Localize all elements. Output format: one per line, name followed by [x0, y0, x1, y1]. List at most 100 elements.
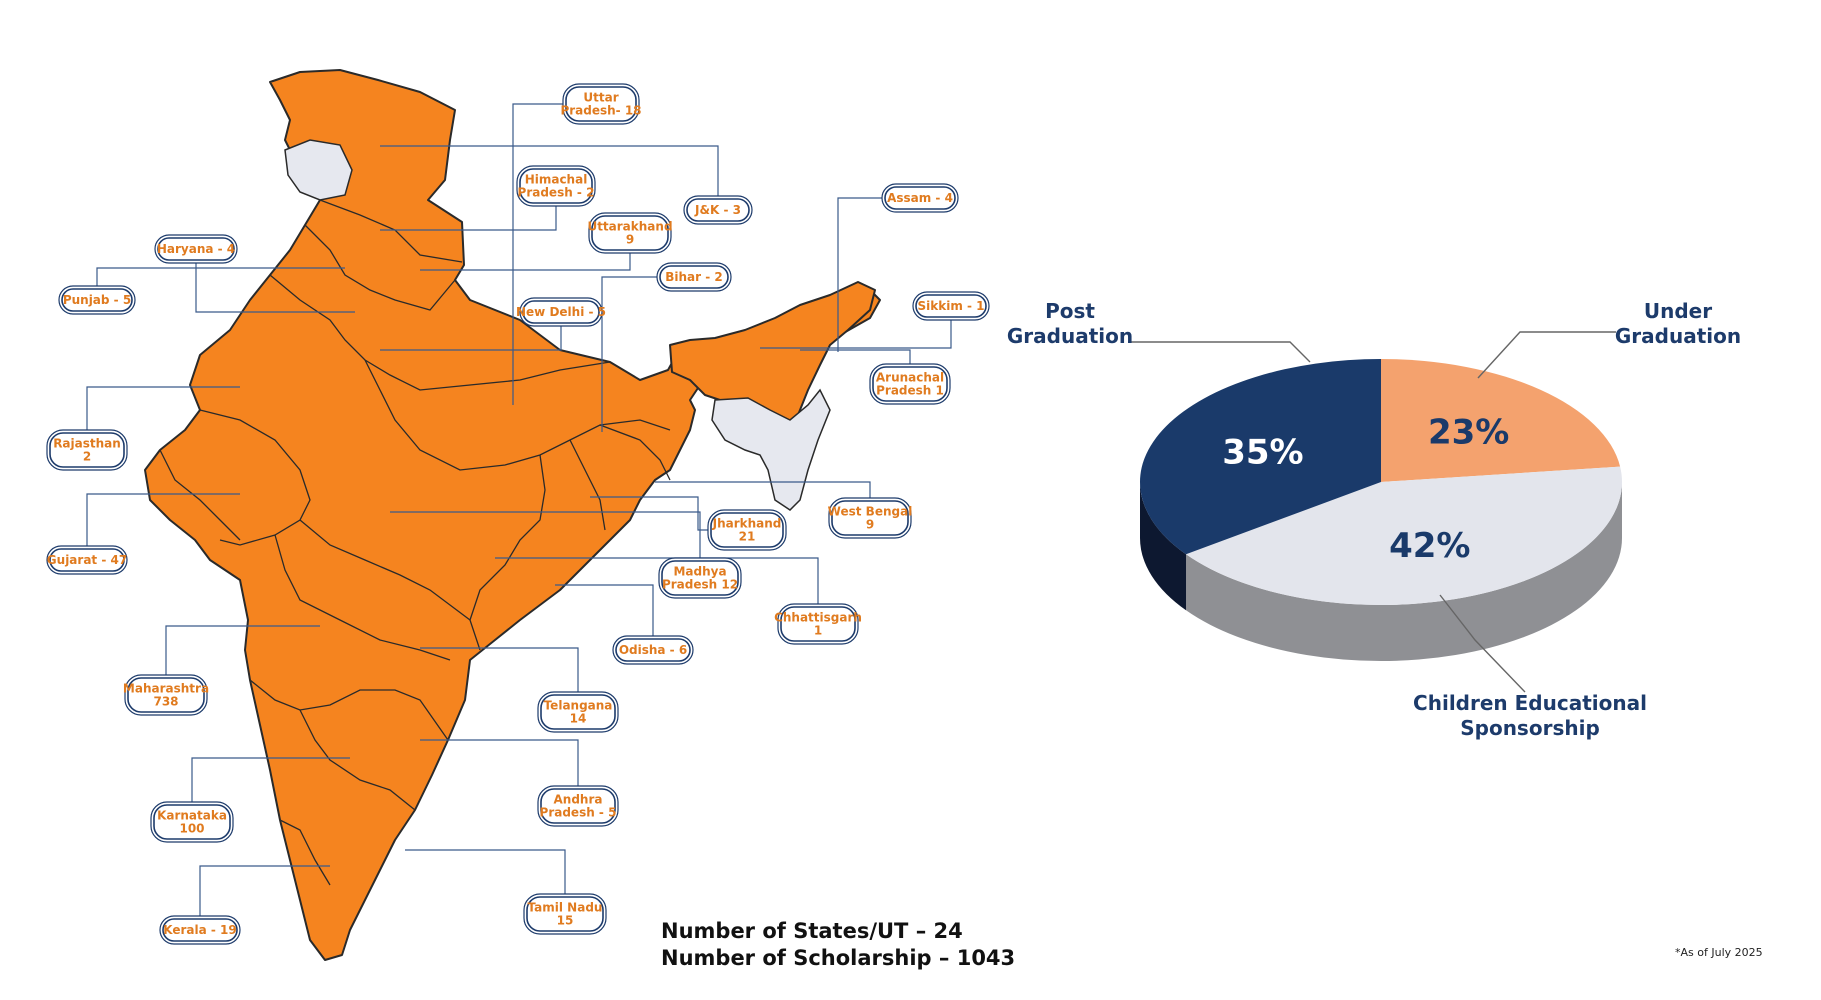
callout-box-andhra-pradesh — [540, 788, 616, 824]
callout-box-gujarat — [49, 548, 125, 572]
callout-text-telangana: 14 — [570, 712, 587, 726]
india-map — [144, 69, 881, 961]
callout-text-west-bengal: 9 — [866, 518, 874, 532]
callout-box-arunachal-pradesh — [872, 366, 948, 402]
callout-assam: Assam - 4 — [881, 183, 959, 213]
callout-text-bihar: Bihar - 2 — [665, 270, 723, 284]
callout-odisha: Odisha - 6 — [612, 635, 694, 665]
pie-category-leader — [1128, 341, 1311, 363]
callout-punjab: Punjab - 5 — [58, 285, 136, 315]
callout-text-west-bengal: West Bengal — [828, 505, 913, 519]
callout-text-karnataka: 100 — [179, 822, 204, 836]
unmapped-region-northeast — [711, 388, 831, 511]
callout-text-telangana: Telangana — [544, 699, 613, 713]
callout-text-himachal-pradesh: Himachal — [525, 173, 588, 187]
callout-text-arunachal-pradesh: Arunachal — [876, 371, 944, 385]
callout-haryana: Haryana - 4 — [154, 234, 238, 264]
callout-gujarat: Gujarat - 47 — [46, 545, 128, 575]
callout-box-jharkhand — [710, 512, 784, 548]
callout-box-uttarakhand — [591, 215, 669, 251]
callout-bihar: Bihar - 2 — [656, 262, 732, 292]
callout-box-kerala — [162, 918, 238, 942]
callout-text-assam: Assam - 4 — [887, 191, 953, 205]
pie-side-42pct — [1186, 482, 1622, 662]
callout-text-tamil-nadu: 15 — [557, 914, 574, 928]
pie-category-label: Under — [1644, 299, 1712, 323]
callout-text-tamil-nadu: Tamil Nadu — [528, 901, 603, 915]
callout-box-uttar-pradesh — [565, 86, 637, 122]
callout-text-himachal-pradesh: Pradesh - 2 — [518, 186, 595, 200]
callout-text-gujarat: Gujarat - 47 — [47, 553, 127, 567]
unmapped-region-north — [284, 139, 353, 201]
callout-box-odisha — [615, 638, 691, 662]
pie-slice-42pct — [1186, 466, 1622, 606]
as-of-note: *As of July 2025 — [1675, 946, 1763, 959]
callout-box-maharashtra — [127, 677, 205, 713]
pie-value-label: 42% — [1389, 526, 1470, 566]
callout-text-jk: J&K - 3 — [694, 203, 741, 217]
callout-text-madhya-pradesh: Pradesh 12 — [662, 578, 738, 592]
callout-box-haryana — [157, 237, 235, 261]
callout-box-sikkim — [915, 294, 987, 318]
callout-box-tamil-nadu — [526, 896, 604, 932]
pie-value-label: 35% — [1222, 432, 1303, 472]
callout-text-uttarakhand: Uttarakhand — [587, 220, 672, 234]
callout-text-maharashtra: 738 — [153, 695, 178, 709]
callout-box-jk — [686, 198, 750, 222]
states-count-text: Number of States/UT – 24 — [661, 919, 963, 943]
callout-kerala: Kerala - 19 — [159, 915, 241, 945]
callout-box-punjab — [61, 288, 133, 312]
pie-slice-35pct — [1140, 359, 1381, 555]
callout-text-madhya-pradesh: Madhya — [673, 565, 726, 579]
pie-category-label: Post — [1045, 299, 1095, 323]
callout-text-rajasthan: Rajasthan — [53, 437, 121, 451]
callout-jk: J&K - 3 — [683, 195, 753, 225]
callout-box-bihar — [659, 265, 729, 289]
internal-borders — [159, 199, 671, 886]
callout-box-new-delhi — [522, 300, 600, 324]
callout-sikkim: Sikkim - 1 — [912, 291, 990, 321]
pie-side-35pct — [1140, 482, 1187, 611]
scholarship-count-text: Number of Scholarship – 1043 — [661, 946, 1016, 970]
pie-category-leader — [1477, 331, 1616, 379]
callout-new-delhi: New Delhi - 5 — [516, 297, 606, 327]
callout-text-chhattisgarh: 1 — [814, 624, 822, 638]
callout-text-haryana: Haryana - 4 — [157, 242, 235, 256]
callout-text-new-delhi: New Delhi - 5 — [516, 305, 606, 319]
pie-category-leader — [1439, 594, 1526, 693]
callout-text-uttarakhand: 9 — [626, 233, 634, 247]
callout-text-uttar-pradesh: Uttar — [583, 91, 618, 105]
callout-text-kerala: Kerala - 19 — [163, 923, 237, 937]
callout-box-karnataka — [153, 804, 231, 840]
callout-box-himachal-pradesh — [519, 168, 593, 204]
callout-box-chhattisgarh — [780, 606, 856, 642]
pie-value-label: 23% — [1428, 412, 1509, 452]
callout-text-chhattisgarh: Chhattisgarh — [774, 611, 862, 625]
callout-box-telangana — [540, 694, 616, 730]
pie-category-label: Graduation — [1615, 324, 1741, 348]
callout-text-jharkhand: Jharkhand — [712, 517, 782, 531]
callout-text-odisha: Odisha - 6 — [619, 643, 687, 657]
callout-box-assam — [884, 186, 956, 210]
callout-text-arunachal-pradesh: Pradesh 1 — [876, 384, 944, 398]
pie-category-label: Sponsorship — [1460, 716, 1600, 740]
callout-text-andhra-pradesh: Andhra — [554, 793, 603, 807]
callout-text-punjab: Punjab - 5 — [63, 293, 131, 307]
